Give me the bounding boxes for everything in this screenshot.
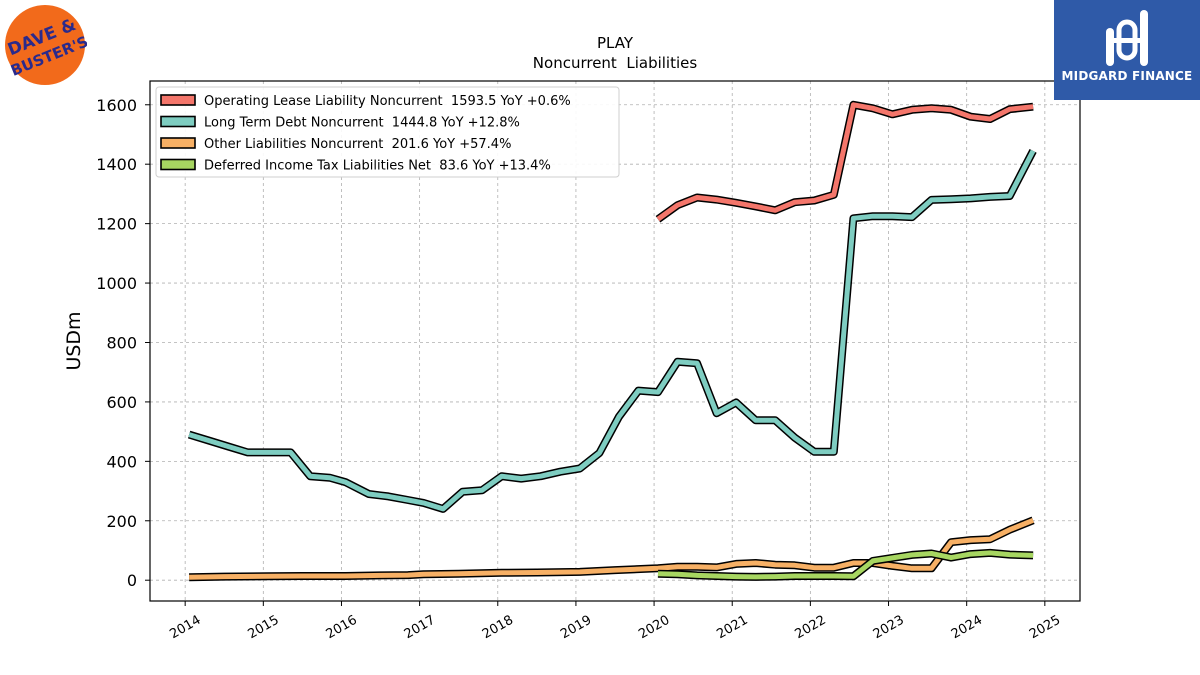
midgard-logo-icon [1106, 10, 1148, 66]
plot-frame [149, 80, 1081, 602]
legend-label: Operating Lease Liability Noncurrent 159… [204, 94, 571, 109]
legend-label: Deferred Income Tax Liabilities Net 83.6… [204, 159, 551, 174]
chart-title: PLAY [597, 34, 634, 52]
brand-name: MIDGARD FINANCE [1061, 69, 1193, 83]
legend-swatch [160, 94, 196, 106]
series-line-1 [188, 149, 1036, 512]
dave-busters-logo: DAVE & BUSTER'S [5, 5, 87, 85]
series-line-2 [189, 517, 1035, 580]
legend-swatch [160, 158, 196, 171]
y-axis: 0 200 400 600 800 1000 1200 1400 1600 [96, 96, 150, 590]
legend-swatch [160, 137, 196, 149]
y-tick-label: 400 [106, 452, 137, 471]
y-tick-label: 1200 [96, 215, 137, 234]
y-tick-label: 1400 [96, 155, 137, 174]
y-tick-label: 600 [106, 393, 137, 412]
series-line-3 [657, 550, 1034, 580]
series-layer [187, 100, 1037, 582]
y-tick-label: 0 [127, 571, 137, 590]
legend-label: Long Term Debt Noncurrent 1444.8 YoY +12… [204, 116, 520, 131]
y-tick-label: 1000 [96, 274, 137, 293]
y-tick-label: 800 [106, 333, 137, 352]
legend-swatch [160, 115, 196, 128]
chart-subtitle: Noncurrent Liabilities [533, 54, 698, 72]
legend-label: Other Liabilities Noncurrent 201.6 YoY +… [204, 137, 511, 152]
y-tick-label: 1600 [96, 96, 137, 115]
legend-frame [155, 86, 620, 178]
series-line-0 [656, 102, 1034, 222]
brand-box: MIDGARD FINANCE [1054, 0, 1200, 100]
legend: Operating Lease Liability Noncurrent 159… [155, 86, 620, 178]
y-axis-label: USDm [63, 311, 85, 370]
y-tick-label: 200 [106, 512, 137, 531]
